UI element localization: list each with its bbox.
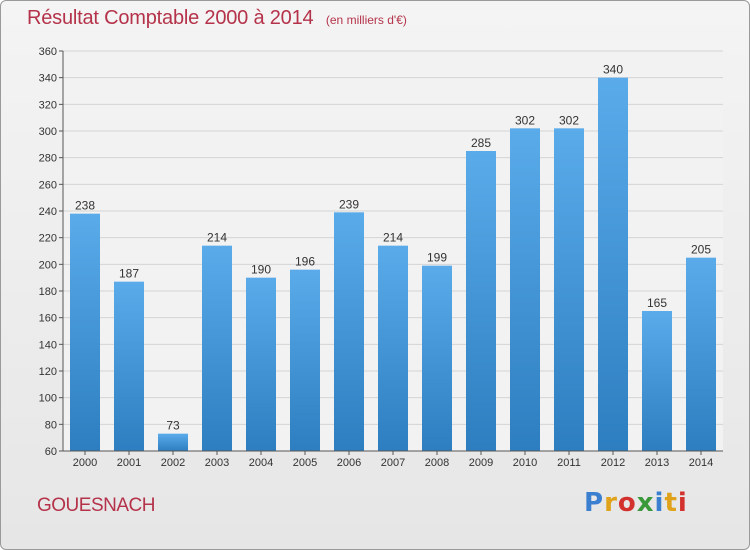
value-label-2012: 340	[603, 63, 623, 77]
bar-2008	[422, 265, 452, 451]
value-label-2014: 205	[691, 243, 711, 257]
x-tick-label-2008: 2008	[425, 457, 449, 469]
y-tick-label: 320	[39, 99, 57, 111]
bar-2004	[246, 277, 276, 451]
proxiti-logo: Proxiti	[584, 488, 688, 518]
bar-2001	[114, 281, 144, 451]
chart-title: Résultat Comptable 2000 à 2014	[27, 7, 314, 29]
y-tick-label: 120	[39, 366, 57, 378]
x-tick-label-2002: 2002	[161, 457, 185, 469]
bar-2011	[554, 128, 584, 451]
value-label-2006: 239	[339, 197, 359, 211]
value-label-2011: 302	[559, 113, 579, 127]
x-tick-label-2004: 2004	[249, 457, 273, 469]
x-tick-label-2001: 2001	[117, 457, 141, 469]
value-label-2013: 165	[647, 296, 667, 310]
value-label-2005: 196	[295, 255, 315, 269]
x-tick-label-2014: 2014	[689, 457, 713, 469]
y-tick-label: 200	[39, 259, 57, 271]
value-label-2003: 214	[207, 231, 227, 245]
y-tick-label: 180	[39, 286, 57, 298]
y-tick-label: 260	[39, 179, 57, 191]
x-tick-label-2003: 2003	[205, 457, 229, 469]
x-tick-label-2013: 2013	[645, 457, 669, 469]
bar-2014	[686, 257, 716, 451]
x-tick-label-2009: 2009	[469, 457, 493, 469]
x-tick-label-2007: 2007	[381, 457, 405, 469]
value-label-2002: 73	[166, 419, 180, 433]
y-tick-label: 300	[39, 126, 57, 138]
value-label-2000: 238	[75, 199, 95, 213]
y-tick-label: 280	[39, 153, 57, 165]
logo-letter: o	[617, 488, 637, 518]
value-label-2007: 214	[383, 231, 403, 245]
chart-header: Résultat Comptable 2000 à 2014 (en milli…	[27, 7, 407, 30]
y-tick-label: 360	[39, 46, 57, 58]
x-tick-label-2005: 2005	[293, 457, 317, 469]
y-tick-label: 60	[45, 446, 57, 458]
logo-letter: t	[664, 488, 678, 518]
x-tick-label-2006: 2006	[337, 457, 361, 469]
logo-letter: x	[636, 488, 655, 518]
y-tick-label: 80	[45, 419, 57, 431]
bar-2003	[202, 245, 232, 451]
y-tick-label: 160	[39, 313, 57, 325]
y-axis: 60 80 100 120 140 160 180 200 220 240 260 280 300 320…	[39, 46, 64, 458]
value-label-2010: 302	[515, 113, 535, 127]
logo-letter: r	[604, 488, 618, 518]
value-label-2001: 187	[119, 267, 139, 281]
y-tick-label: 340	[39, 73, 57, 85]
x-tick-label-2010: 2010	[513, 457, 537, 469]
x-tick-label-2012: 2012	[601, 457, 625, 469]
logo-letter: P	[584, 488, 605, 518]
bar-2000	[70, 213, 100, 451]
y-tick-label: 140	[39, 339, 57, 351]
x-tick-label-2000: 2000	[73, 457, 97, 469]
y-tick-label: 240	[39, 206, 57, 218]
chart-subtitle: (en milliers d'€)	[325, 13, 407, 27]
bar-2010	[510, 128, 540, 451]
bar-2005	[290, 269, 320, 451]
bar-2007	[378, 245, 408, 451]
y-tick-label: 220	[39, 233, 57, 245]
bar-2009	[466, 151, 496, 451]
value-label-2008: 199	[427, 251, 447, 265]
bar-2002	[158, 433, 188, 451]
logo-letter: i	[677, 488, 688, 518]
x-tick-label-2011: 2011	[557, 457, 581, 469]
value-label-2009: 285	[471, 136, 491, 150]
x-axis: 2000 2001 2002 2003 2004 2005 2006 2007 2008 2009…	[63, 450, 723, 469]
bar-2006	[334, 212, 364, 451]
bar-2013	[642, 311, 672, 451]
y-tick-label: 100	[39, 393, 57, 405]
place-name: GOUESNACH	[37, 495, 155, 516]
bars: 238 187 73 214 190 196 239 214 199 285 302 302 340 16…	[70, 63, 716, 452]
logo-letter: i	[654, 488, 665, 518]
value-label-2004: 190	[251, 263, 271, 277]
bar-2012	[598, 77, 628, 452]
